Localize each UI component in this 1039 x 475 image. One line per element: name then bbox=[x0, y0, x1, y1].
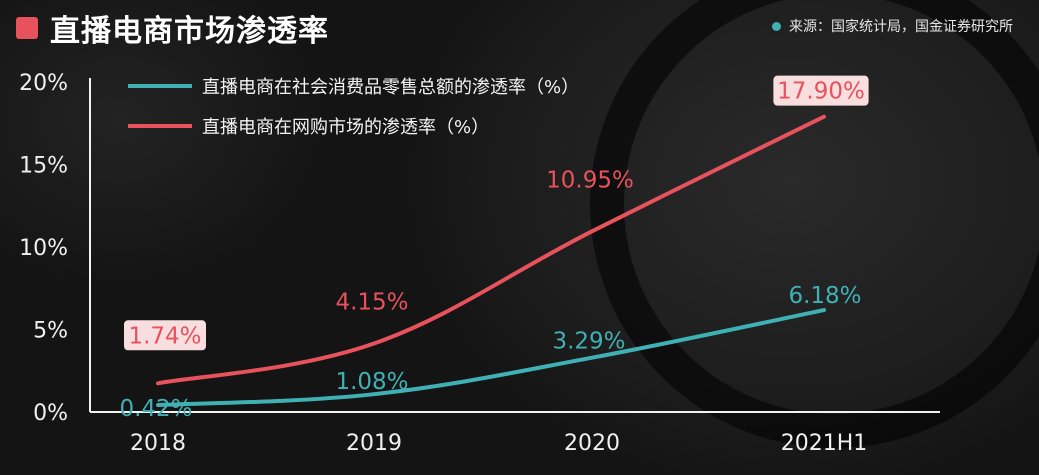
legend-label: 直播电商在社会消费品零售总额的渗透率（%） bbox=[202, 77, 579, 98]
y-tick-label: 10% bbox=[19, 236, 68, 261]
x-tick-label: 2021H1 bbox=[781, 431, 868, 456]
y-tick-label: 15% bbox=[19, 154, 68, 179]
data-label: 3.29% bbox=[552, 329, 625, 355]
data-label: 0.42% bbox=[119, 396, 192, 422]
x-tick-label: 2018 bbox=[130, 431, 186, 456]
data-label-box bbox=[124, 320, 206, 351]
data-label: 10.95% bbox=[546, 167, 634, 193]
x-tick-label: 2019 bbox=[346, 431, 402, 456]
y-tick-label: 5% bbox=[33, 319, 68, 344]
chart-lines bbox=[156, 114, 826, 408]
data-label: 17.90% bbox=[777, 79, 865, 105]
title-marker bbox=[16, 17, 38, 39]
chart-axes: 0% 5% 10% 15% 20% 2018 2019 2020 2021H1 bbox=[19, 71, 940, 456]
title-area: 直播电商市场渗透率 bbox=[16, 6, 329, 50]
source-note: 来源：国家统计局，国金证券研究所 bbox=[772, 16, 1013, 36]
y-tick-label: 20% bbox=[19, 71, 68, 96]
data-label: 6.18% bbox=[788, 283, 861, 309]
data-label: 1.08% bbox=[335, 369, 408, 395]
chart-data-labels: 0.42% 1.08% 3.29% 6.18% 1.74% 4.15% 10.95% 17.9… bbox=[119, 75, 869, 422]
chart-legend: 直播电商在社会消费品零售总额的渗透率（%） 直播电商在网购市场的渗透率（%） bbox=[128, 77, 579, 138]
series-line-0 bbox=[156, 308, 826, 408]
legend-label: 直播电商在网购市场的渗透率（%） bbox=[202, 117, 489, 138]
data-label: 1.74% bbox=[128, 323, 201, 349]
data-label-box bbox=[773, 75, 869, 106]
page-title: 直播电商市场渗透率 bbox=[50, 14, 329, 49]
source-dot-icon bbox=[772, 21, 781, 31]
x-tick-label: 2020 bbox=[564, 431, 620, 456]
y-tick-label: 0% bbox=[33, 401, 68, 426]
data-label: 4.15% bbox=[335, 290, 408, 316]
series-line-1 bbox=[156, 114, 826, 386]
source-text: 来源：国家统计局，国金证券研究所 bbox=[789, 19, 1013, 35]
